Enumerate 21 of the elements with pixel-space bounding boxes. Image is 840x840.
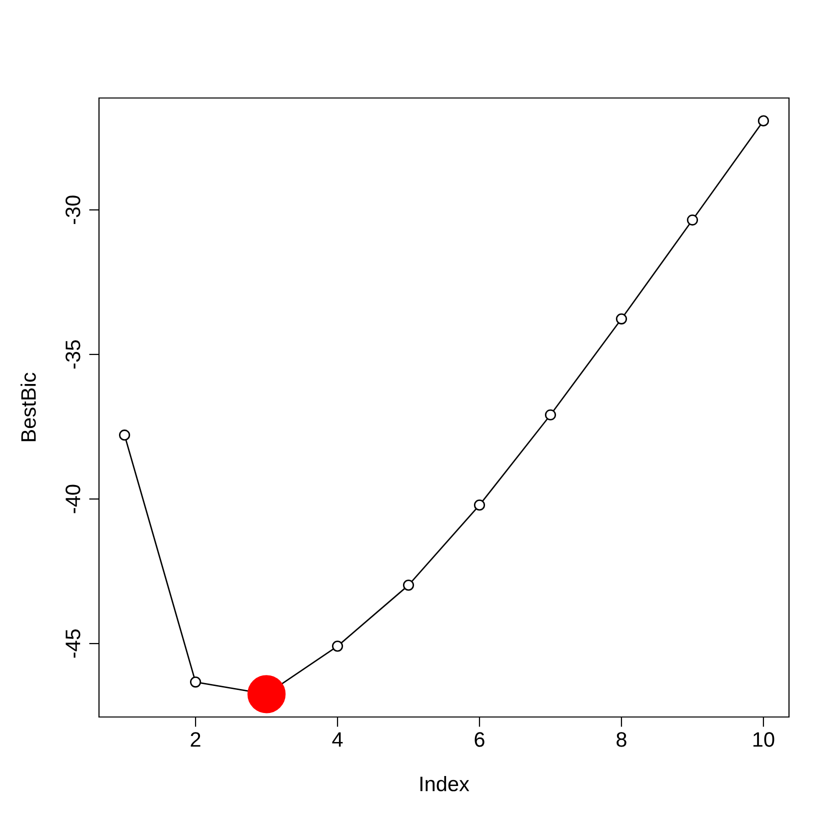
y-tick-label: -40 (66, 484, 80, 514)
point (247, 675, 286, 714)
point (544, 409, 556, 420)
point (616, 313, 628, 324)
x-tick-label: 8 (616, 732, 626, 747)
x-tick-label: 10 (753, 732, 774, 747)
point (119, 430, 130, 441)
y-tick-label: -30 (66, 196, 80, 224)
x-tick-label: 6 (474, 732, 484, 747)
y-tick-label: -45 (66, 629, 80, 658)
y-axis-title: BestBic (20, 372, 36, 442)
point (190, 676, 202, 688)
point (332, 640, 344, 652)
point (686, 214, 698, 226)
x-axis-title: Index (420, 776, 470, 792)
point (474, 500, 486, 511)
point (402, 580, 414, 591)
x-tick-label: 2 (190, 732, 200, 747)
point (758, 115, 769, 126)
x-tick-label: 4 (332, 732, 343, 747)
y-tick-label: -35 (66, 340, 80, 369)
